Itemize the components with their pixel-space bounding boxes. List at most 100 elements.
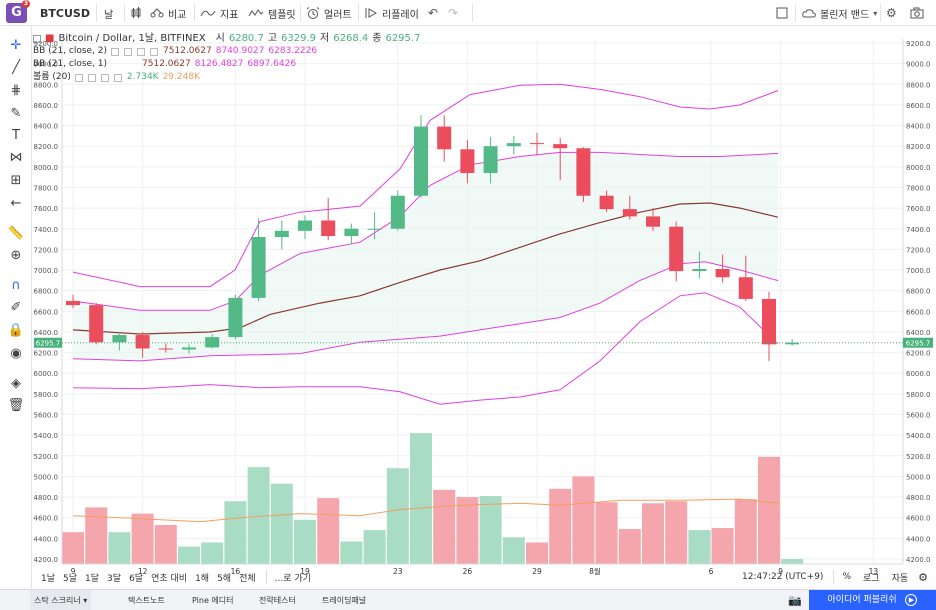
redo-button[interactable]: ↷	[448, 0, 458, 26]
price-tick-label-right: 8400.0	[906, 123, 931, 131]
gear-icon[interactable]: ⚙	[918, 570, 928, 584]
price-tick-label-left: 7200.0	[34, 246, 59, 254]
goto-date-button[interactable]: ...로 가기	[274, 573, 311, 584]
price-tick-label-right: 6600.0	[906, 308, 931, 316]
chart-legend: ■ Bitcoin / Dollar, 1날, BITFINEX 시 6280.7…	[33, 32, 420, 84]
fullscreen-button[interactable]	[776, 0, 788, 26]
volume-bar	[665, 501, 688, 565]
trend-line-icon[interactable]: ╱	[12, 60, 20, 75]
pattern-icon[interactable]: ⋈	[9, 150, 23, 165]
bb2-upper-line	[72, 83, 779, 288]
settings-button[interactable]: ⚙	[886, 0, 897, 26]
undo-button[interactable]: ↶	[428, 0, 438, 26]
tab-label: 텍스트노트	[128, 596, 165, 605]
low-label: 저	[320, 33, 330, 44]
indicators-button[interactable]: 지표	[200, 0, 238, 26]
range-5d[interactable]: 5날	[63, 573, 78, 584]
close-icon[interactable]	[100, 73, 109, 82]
symbol-legend-row[interactable]: ■ Bitcoin / Dollar, 1날, BITFINEX 시 6280.7…	[33, 32, 420, 45]
price-tick-label-left: 8000.0	[34, 164, 59, 172]
range-1m[interactable]: 1달	[85, 573, 100, 584]
eye-icon[interactable]: ◉	[10, 346, 22, 361]
symbol-search-button[interactable]: BTCUSD	[40, 0, 90, 26]
camera-button[interactable]	[910, 0, 924, 26]
alerts-button[interactable]: 얼러트	[306, 0, 352, 26]
price-tick-label-right: 7000.0	[906, 267, 931, 275]
price-tick-label-right: 8800.0	[906, 81, 931, 89]
bb2-up: 8740.9027	[215, 46, 265, 56]
tab-label: 트레이딩패널	[322, 596, 367, 605]
symbol-label: BTCUSD	[40, 6, 90, 20]
layout-button[interactable]: 볼린저 밴드 ▾	[802, 0, 877, 26]
percent-toggle[interactable]: %	[842, 572, 851, 582]
price-tick-label-left: 4400.0	[34, 535, 59, 543]
range-1d[interactable]: 1날	[41, 573, 56, 584]
volume-ma-value: 29.248K	[162, 72, 200, 82]
settings-icon[interactable]	[87, 73, 96, 82]
volume-bar	[502, 537, 525, 565]
time-tick-label: 26	[463, 567, 473, 576]
layers-icon[interactable]: ◈	[11, 376, 21, 391]
magnet-icon[interactable]: ∩	[11, 278, 21, 293]
visibility-icon[interactable]	[111, 47, 120, 56]
time-tick-label: 12	[138, 567, 148, 576]
trash-icon[interactable]: 🗑	[7, 398, 25, 413]
alarm-clock-icon	[306, 7, 320, 19]
fib-tool-icon[interactable]: ⋕	[10, 83, 22, 98]
crosshair-icon[interactable]: ✛	[10, 38, 22, 53]
interval-button[interactable]: 날	[104, 0, 113, 26]
range-5y[interactable]: 5해	[217, 573, 232, 584]
chart-style-button[interactable]	[130, 0, 142, 26]
redo-icon: ↷	[448, 6, 459, 20]
visibility-icon[interactable]	[74, 73, 83, 82]
ruler-icon[interactable]: 📏	[7, 226, 25, 241]
prediction-icon[interactable]: ⊞	[10, 173, 22, 188]
text-tool-icon[interactable]: T	[12, 128, 20, 143]
close-icon[interactable]	[137, 47, 146, 56]
settings-icon[interactable]	[124, 47, 133, 56]
tab-strategy-tester[interactable]: 전략테스터	[255, 590, 300, 610]
tab-pine-editor[interactable]: Pine 에디터	[188, 590, 238, 610]
volume-legend-row[interactable]: 볼륨 (20) 2.734K 29.248K	[33, 71, 420, 84]
range-1y[interactable]: 1해	[195, 573, 210, 584]
price-tick-label-right: 7200.0	[906, 246, 931, 254]
cloud-icon	[802, 9, 816, 18]
collapse-icon[interactable]	[33, 34, 41, 43]
range-3m[interactable]: 3달	[107, 573, 122, 584]
price-tick-label-right: 6400.0	[906, 329, 931, 337]
compare-button[interactable]: 비교	[150, 0, 186, 26]
snapshot-button[interactable]: 📷	[785, 590, 805, 610]
price-tick-label-left: 6800.0	[34, 288, 59, 296]
volume-bar	[758, 456, 780, 565]
pencil-lock-icon[interactable]: ✐	[10, 300, 22, 315]
price-tick-label-left: 7000.0	[34, 267, 59, 275]
lock-icon[interactable]: 🔒	[7, 323, 25, 338]
user-avatar[interactable]: G 3	[6, 0, 30, 23]
replay-button[interactable]: 리플레이	[364, 0, 419, 26]
tab-trading-panel[interactable]: 트레이딩패널	[318, 590, 370, 610]
price-chart[interactable]: 9200.0 9200.0 9000.0 9000.0 8800.0 8800.0 8600…	[33, 26, 936, 588]
bb1-up: 8126.4827	[194, 59, 244, 69]
publish-idea-button[interactable]: 아이디어 퍼블리쉬 ▶	[809, 590, 936, 610]
range-ytd[interactable]: 연초 대비	[151, 573, 188, 584]
tab-text-notes[interactable]: 텍스트노트	[124, 590, 169, 610]
candle-body	[646, 216, 660, 227]
range-6m[interactable]: 6달	[129, 573, 144, 584]
back-arrow-icon[interactable]: ←	[10, 196, 22, 211]
zoom-icon[interactable]: ⊕	[10, 248, 22, 263]
price-tick-label-left: 4800.0	[34, 494, 59, 502]
range-all[interactable]: 전체	[239, 573, 256, 584]
more-icon[interactable]	[113, 73, 122, 82]
chevron-down-icon: ▾	[873, 8, 878, 18]
price-tick-label-right: 9200.0	[906, 40, 931, 48]
brush-icon[interactable]: ✎	[10, 106, 22, 121]
log-toggle[interactable]: 로그	[863, 573, 880, 584]
volume-bar	[247, 467, 270, 565]
templates-button[interactable]: 템플릿	[248, 0, 296, 26]
auto-toggle[interactable]: 자동	[891, 573, 909, 584]
bb2-legend-row[interactable]: BB (21, close, 2) 7512.0627 8740.9027 62…	[33, 45, 420, 58]
tab-stock-screener[interactable]: 스탁 스크리너 ▾	[30, 590, 92, 610]
more-icon[interactable]	[150, 47, 159, 56]
bb1-legend-row[interactable]: BB (21, close, 1) 7512.0627 8126.4827 68…	[33, 58, 420, 71]
candle-body	[182, 347, 196, 350]
